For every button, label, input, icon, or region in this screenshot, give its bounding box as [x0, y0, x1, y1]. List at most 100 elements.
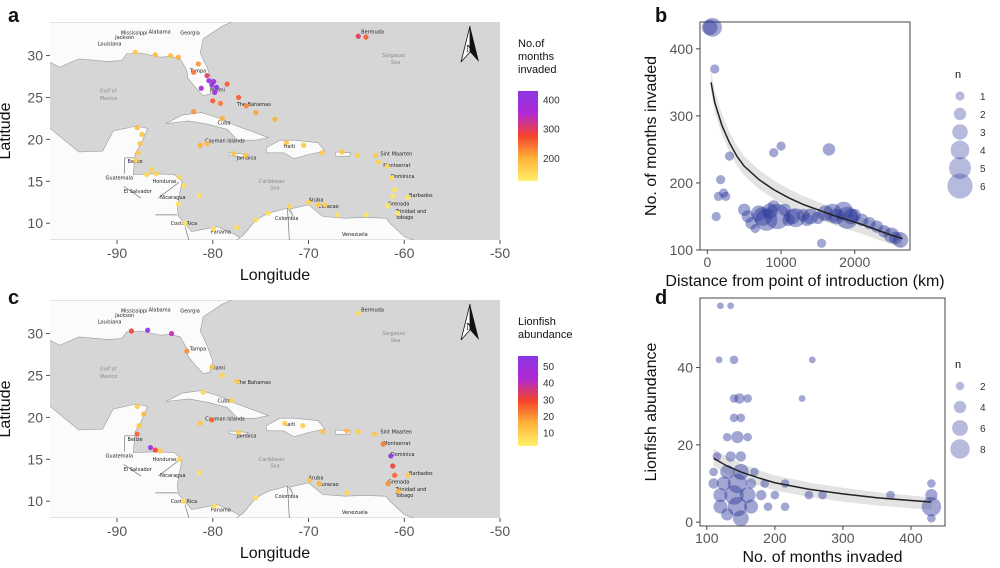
data-point — [731, 431, 744, 444]
map-point — [145, 327, 151, 333]
data-point — [724, 485, 744, 505]
size-legend-circle — [955, 91, 965, 101]
map-point — [388, 453, 394, 459]
place-label: Grenada — [388, 480, 409, 486]
map-point — [334, 212, 340, 218]
place-label: Venezuela — [342, 232, 368, 238]
map-point — [209, 417, 215, 423]
legend-tick-label: 400 — [543, 96, 560, 107]
data-point — [767, 200, 780, 213]
map-point — [354, 152, 360, 158]
map-point — [206, 78, 212, 84]
x-tick-label: 1000 — [765, 254, 796, 270]
map-point — [315, 202, 321, 208]
north-label: N — [466, 43, 474, 55]
x-tick-label: 300 — [831, 530, 855, 546]
x-tick-label: -80 — [203, 245, 223, 261]
map-point — [363, 212, 369, 218]
map-point — [148, 166, 155, 173]
data-point — [710, 64, 720, 74]
landmass-cuba — [165, 112, 270, 141]
map-point — [134, 125, 140, 131]
north-arrow-icon: N — [460, 303, 479, 341]
data-point — [816, 238, 827, 248]
scatter-panel-d: d 100 200 300 400 0 20 40 No. of months invaded L… — [643, 287, 986, 566]
map-point — [242, 152, 248, 158]
data-point — [721, 191, 731, 201]
size-legend-label: 2 — [980, 110, 986, 121]
north-label: N — [466, 321, 474, 333]
map-point — [137, 140, 143, 147]
place-label: Jackson — [114, 35, 134, 41]
data-point — [751, 205, 767, 221]
place-label: Montserrat — [383, 163, 410, 169]
data-point — [711, 211, 721, 222]
map-point — [384, 163, 390, 169]
data-point — [709, 467, 718, 477]
place-label: Aruba — [309, 197, 324, 203]
data-point — [745, 216, 758, 230]
place-label: Trinidad and — [395, 487, 427, 493]
data-point — [921, 496, 942, 517]
size-legend-title: n — [955, 359, 961, 371]
map-point — [305, 199, 312, 205]
y-tick-label: 20 — [27, 131, 43, 147]
map-point — [134, 403, 140, 410]
sea-label: Sea — [391, 60, 400, 66]
legend-title: invaded — [518, 64, 557, 76]
map-point — [196, 192, 202, 199]
y-tick-label: 40 — [677, 360, 693, 376]
data-point — [701, 19, 718, 36]
sea-label: Caribbean — [259, 179, 285, 185]
place-label: The Bahamas — [236, 102, 272, 108]
sea-label: Sargasso — [382, 331, 405, 337]
map-point — [265, 210, 271, 216]
data-point — [729, 355, 739, 365]
data-point — [732, 510, 749, 527]
country-border — [124, 157, 135, 174]
place-label: Tobago — [395, 493, 414, 499]
map-point — [212, 503, 218, 509]
map-point — [320, 429, 326, 435]
map-point — [128, 328, 134, 334]
x-tick-label: 2000 — [839, 254, 870, 270]
x-tick-label: 0 — [703, 254, 711, 270]
place-label: Grenada — [388, 202, 409, 208]
place-label: Honduras — [152, 179, 176, 185]
data-point — [715, 356, 723, 364]
map-point — [234, 224, 240, 231]
data-point — [744, 499, 759, 514]
landmass-usa — [50, 22, 233, 97]
map-point — [319, 150, 325, 156]
data-point — [756, 489, 767, 501]
map-point — [219, 372, 225, 379]
place-label: Tampa — [189, 68, 206, 74]
place-label: Curacao — [318, 482, 339, 488]
data-point — [713, 499, 728, 514]
data-point — [762, 203, 778, 219]
map-point — [217, 100, 224, 106]
place-label: Mississippi — [121, 31, 148, 37]
map-point — [375, 159, 382, 165]
place-label: Jackson — [114, 313, 134, 319]
place-label: Aruba — [309, 475, 324, 481]
map-point — [134, 431, 140, 437]
sea-label: Sea — [270, 464, 279, 470]
y-tick-label: 15 — [27, 173, 43, 189]
data-point — [760, 479, 769, 488]
map-point — [136, 423, 142, 429]
map-point — [196, 470, 202, 476]
data-point — [796, 208, 810, 222]
data-point — [727, 496, 748, 517]
y-tick-label: 25 — [27, 367, 43, 383]
sea-label: Caribbean — [259, 457, 285, 463]
map-point — [316, 481, 322, 487]
place-label: Cayman Islands — [205, 417, 245, 423]
map-point — [135, 150, 141, 156]
y-tick-label: 10 — [27, 493, 43, 509]
map-point — [355, 33, 361, 39]
country-border — [123, 464, 142, 477]
y-axis-title: Latitude — [0, 380, 14, 437]
map-point — [385, 203, 391, 209]
